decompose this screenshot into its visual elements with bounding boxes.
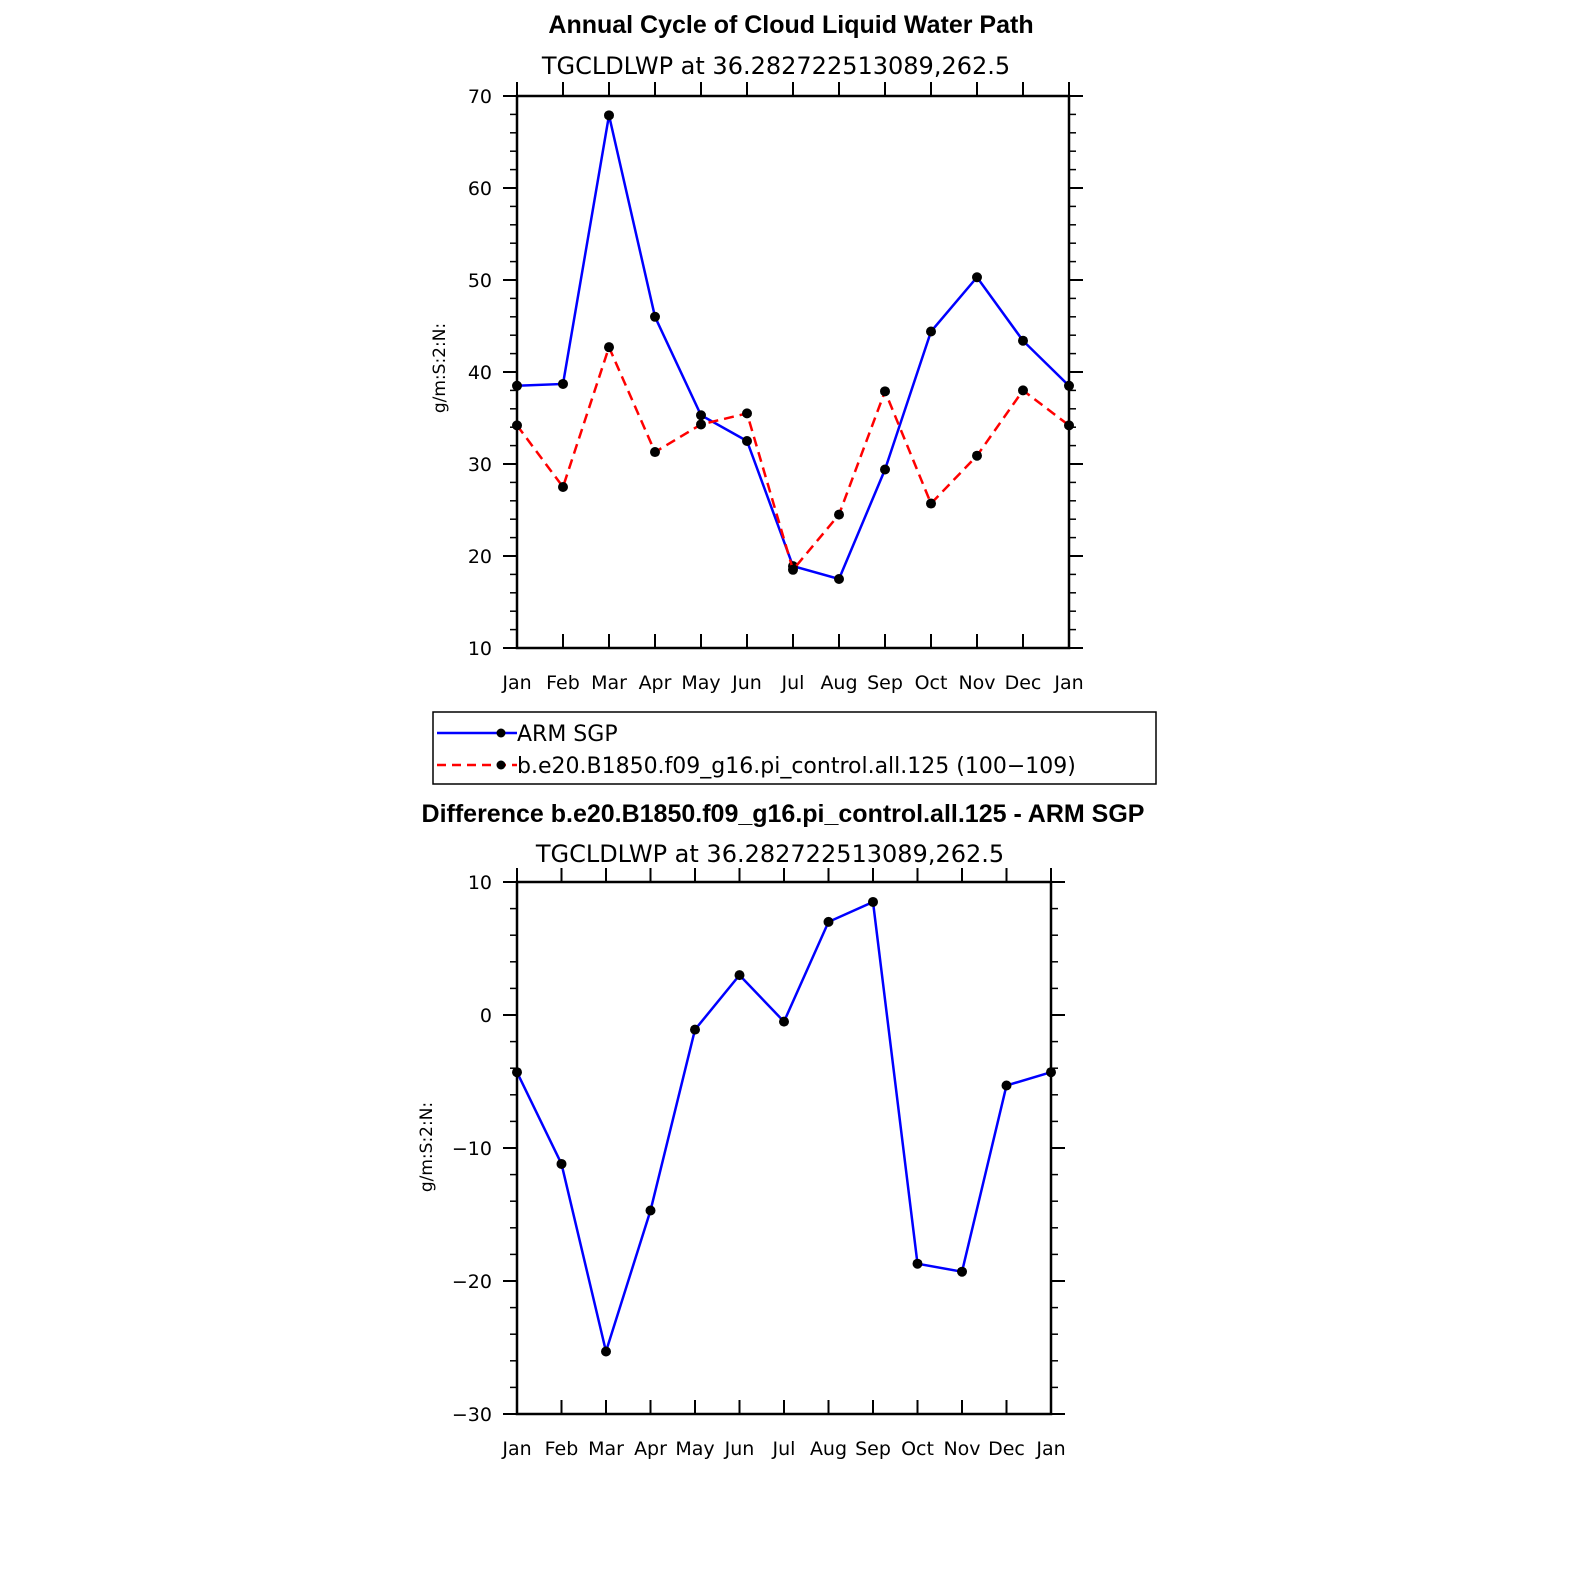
data-point: [1018, 335, 1028, 346]
y-tick-label: 10: [468, 638, 492, 660]
data-point: [972, 272, 982, 283]
data-point: [1018, 385, 1028, 396]
chart1-subtitle: TGCLDLWP at 36.282722513089,262.5: [541, 52, 1010, 80]
data-point: [1001, 1080, 1012, 1091]
x-tick-label: Sep: [855, 1438, 891, 1460]
data-point: [868, 896, 878, 907]
data-point: [558, 378, 568, 389]
legend-box: [432, 711, 1157, 785]
chart1-x-tick-labels: Jan Feb Mar Apr May Jun Jul Aug Sep Oct Nov Dec Jan: [501, 672, 1083, 694]
data-point: [834, 509, 844, 520]
x-tick-label: Aug: [810, 1438, 847, 1460]
chart2-y-tick-labels: −30 −20 −10 0 10: [452, 872, 492, 1426]
legend-label-model: b.e20.B1850.f09_g16.pi_control.all.125 (…: [517, 754, 1076, 779]
data-point: [696, 410, 706, 421]
x-tick-label: Jul: [772, 1438, 796, 1460]
x-tick-label: Oct: [915, 672, 948, 694]
x-tick-label: Aug: [820, 672, 857, 694]
x-tick-label: Jun: [731, 672, 762, 694]
data-point: [601, 1346, 611, 1357]
y-tick-label: 40: [468, 362, 492, 384]
chart1-plot-frame: [515, 94, 1071, 650]
y-tick-label: −30: [452, 1404, 492, 1426]
x-tick-label: Feb: [545, 1438, 579, 1460]
chart2-subtitle: TGCLDLWP at 36.282722513089,262.5: [535, 840, 1004, 868]
y-tick-label: −10: [452, 1138, 492, 1160]
x-tick-label: Dec: [1005, 672, 1042, 694]
y-tick-label: 10: [468, 872, 492, 894]
chart1-series: [512, 110, 1074, 584]
y-tick-label: 70: [468, 86, 492, 108]
data-point: [604, 342, 614, 353]
data-point: [823, 916, 834, 927]
data-point: [690, 1024, 700, 1035]
x-tick-label: Apr: [634, 1438, 667, 1460]
y-tick-label: 20: [468, 546, 492, 568]
data-point: [742, 408, 752, 419]
data-point: [880, 386, 890, 397]
data-point: [650, 447, 660, 458]
x-tick-label: May: [681, 672, 720, 694]
series-line-model: [515, 343, 1070, 573]
data-point: [696, 419, 706, 430]
x-tick-label: Jan: [1053, 672, 1083, 694]
x-tick-label: Jan: [501, 1438, 531, 1460]
x-tick-label: May: [675, 1438, 714, 1460]
data-point: [880, 464, 890, 475]
x-tick-label: Dec: [988, 1438, 1025, 1460]
data-point: [604, 110, 614, 121]
data-point: [926, 498, 936, 509]
chart1-y-tick-labels: 10 20 30 40 50 60 70: [468, 86, 492, 660]
chart2-x-tick-labels: Jan Feb Mar Apr May Jun Jul Aug Sep Oct Nov Dec Jan: [501, 1438, 1065, 1460]
data-point: [912, 1258, 923, 1269]
y-tick-label: 30: [468, 454, 492, 476]
x-tick-label: Jan: [501, 672, 531, 694]
chart2-title: Difference b.e20.B1850.f09_g16.pi_contro…: [422, 800, 1145, 828]
data-point: [556, 1158, 567, 1169]
x-tick-label: Mar: [591, 672, 627, 694]
data-point: [650, 311, 660, 322]
legend-label-arm-sgp: ARM SGP: [517, 722, 618, 747]
annual-cycle-chart: Annual Cycle of Cloud Liquid Water Path …: [430, 11, 1157, 785]
series-line-difference: [515, 900, 1052, 1357]
chart1-y-axis-label: g/m:S:2:N:: [430, 323, 450, 413]
x-tick-label: Apr: [639, 672, 672, 694]
legend-marker-arm-sgp: [496, 728, 506, 738]
x-tick-label: Mar: [588, 1438, 624, 1460]
chart2-plot-frame: [515, 880, 1053, 1416]
x-tick-label: Feb: [546, 672, 580, 694]
chart2-series: [512, 896, 1056, 1357]
legend-marker-model: [496, 760, 506, 770]
x-tick-label: Jun: [724, 1438, 755, 1460]
data-point: [558, 482, 568, 492]
chart2-y-axis-label: g/m:S:2:N:: [417, 1102, 437, 1192]
data-point: [926, 326, 936, 337]
x-tick-label: Nov: [958, 672, 995, 694]
y-tick-label: 0: [480, 1005, 492, 1027]
chart1-ticks: [503, 82, 1083, 649]
y-tick-label: 50: [468, 270, 492, 292]
data-point: [734, 970, 745, 981]
chart1-legend: ARM SGP b.e20.B1850.f09_g16.pi_control.a…: [432, 711, 1157, 785]
data-point: [779, 1016, 789, 1027]
chart2-ticks: [503, 868, 1065, 1415]
x-tick-label: Jul: [781, 672, 805, 694]
chart1-title: Annual Cycle of Cloud Liquid Water Path: [548, 11, 1033, 39]
data-point: [788, 564, 798, 575]
x-tick-label: Nov: [943, 1438, 980, 1460]
series-line-arm-sgp: [516, 115, 1070, 581]
data-point: [645, 1205, 656, 1216]
data-point: [972, 450, 982, 461]
data-point: [742, 436, 752, 446]
x-tick-label: Sep: [867, 672, 903, 694]
data-point: [834, 574, 844, 584]
x-tick-label: Jan: [1035, 1438, 1065, 1460]
data-point: [957, 1266, 967, 1277]
y-tick-label: −20: [452, 1271, 492, 1293]
y-tick-label: 60: [468, 178, 492, 200]
difference-chart: Difference b.e20.B1850.f09_g16.pi_contro…: [417, 800, 1144, 1460]
x-tick-label: Oct: [901, 1438, 934, 1460]
